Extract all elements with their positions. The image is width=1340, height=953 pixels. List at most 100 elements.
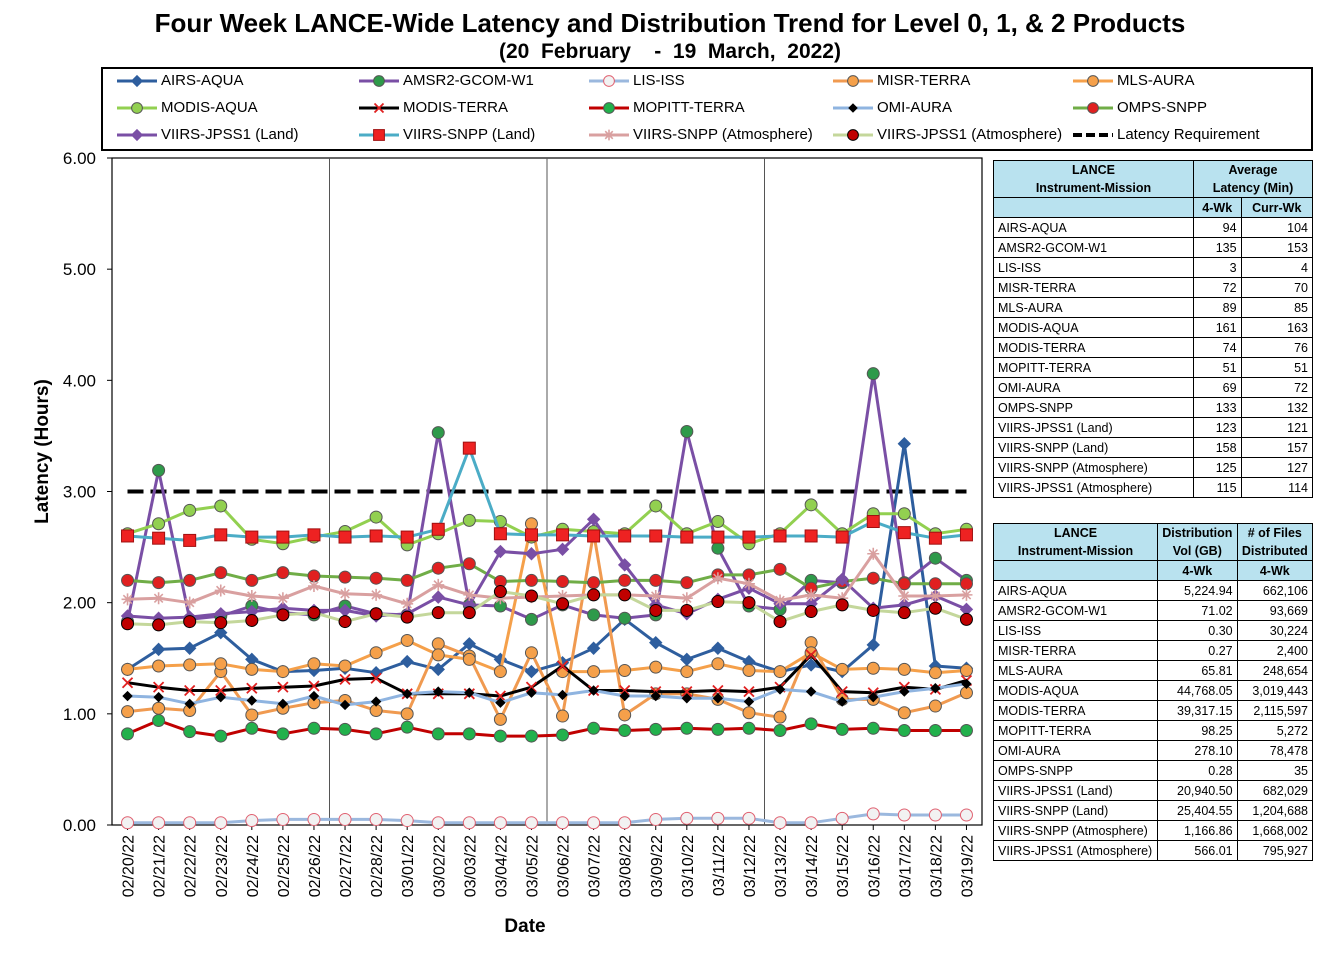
dist-row: OMI-AURA 278.10 78,478 <box>992 740 1314 761</box>
data-point-viirs-jpss1-atmosphere <box>245 613 259 627</box>
header-line: LANCE <box>1071 163 1115 177</box>
data-point-viirs-snpp-land <box>680 530 694 544</box>
data-point-viirs-jpss1-land <box>493 544 508 559</box>
legend-label: LIS-ISS <box>633 72 685 89</box>
dist-vol: 0.28 <box>1157 760 1238 781</box>
legend-label: Latency Requirement <box>1117 126 1260 143</box>
data-point-mopitt-terra <box>214 729 228 743</box>
dist-row: VIIRS-SNPP (Land) 25,404.55 1,204,688 <box>992 800 1314 821</box>
data-point-lis-iss <box>928 808 942 822</box>
dist-files: 3,019,443 <box>1236 680 1314 701</box>
data-point-omi-aura <box>712 693 724 704</box>
series-line-lis-iss <box>127 812 967 825</box>
data-point-modis-terra <box>370 672 382 684</box>
data-point-modis-aqua <box>897 507 911 521</box>
data-point-mopitt-terra <box>462 727 476 741</box>
y-tick-label: 0.00 <box>63 816 96 835</box>
data-point-lis-iss <box>587 816 601 830</box>
x-tick-label: 03/17/22 <box>897 835 914 897</box>
dist-subheader-blank <box>992 560 1159 581</box>
x-axis-label: Date <box>504 916 545 937</box>
data-point-modis-terra <box>121 677 134 689</box>
data-point-mls-aura <box>183 658 197 672</box>
latency-curr-wk: 114 <box>1240 477 1314 498</box>
x-tick-label: 02/28/22 <box>369 835 386 897</box>
latency-curr-wk: 72 <box>1240 377 1314 398</box>
data-point-viirs-snpp-atmosphere <box>432 578 445 591</box>
data-point-viirs-snpp-land <box>338 530 352 544</box>
dist-files: 1,204,688 <box>1236 800 1314 821</box>
data-point-airs-aqua <box>524 664 539 679</box>
data-point-mls-aura <box>524 517 538 531</box>
data-point-modis-terra <box>215 684 227 697</box>
data-point-viirs-snpp-land <box>959 528 973 542</box>
data-point-viirs-snpp-atmosphere <box>867 547 880 560</box>
latency-instrument: MODIS-TERRA <box>993 337 1194 358</box>
data-point-mopitt-terra <box>307 721 321 735</box>
data-point-airs-aqua <box>586 641 601 655</box>
data-point-amsr2-gcom-w1 <box>680 424 694 438</box>
data-point-modis-terra <box>494 690 507 702</box>
data-point-omps-snpp <box>183 573 197 587</box>
legend-swatch <box>1073 102 1113 114</box>
data-point-omi-aura <box>930 683 941 694</box>
series-line-viirs-snpp-land <box>127 446 967 542</box>
data-point-amsr2-gcom-w1 <box>711 541 725 555</box>
data-point-viirs-snpp-atmosphere <box>805 588 818 601</box>
data-point-omi-aura <box>681 693 693 704</box>
latency-chart: 0.00 1.00 2.00 3.00 4.00 5.00 6.00 02/20/22 02/2… <box>32 149 983 937</box>
data-point-viirs-snpp-land <box>587 529 601 543</box>
data-point-omps-snpp <box>462 557 476 571</box>
data-point-amsr2-gcom-w1 <box>587 608 601 622</box>
latency-curr-wk: 121 <box>1240 417 1314 438</box>
data-point-mls-aura <box>338 659 352 673</box>
data-point-airs-aqua <box>182 641 197 655</box>
data-point-omps-snpp <box>338 570 352 584</box>
x-tick-label: 03/15/22 <box>835 835 852 897</box>
data-point-misr-terra <box>928 699 942 713</box>
data-point-lis-iss <box>680 811 694 825</box>
series-line-omps-snpp <box>127 562 967 590</box>
data-point-viirs-jpss1-atmosphere <box>152 618 166 632</box>
dist-files: 78,478 <box>1236 740 1314 761</box>
data-point-mls-aura <box>400 633 414 647</box>
data-point-modis-aqua <box>152 517 166 531</box>
data-point-viirs-snpp-land <box>245 530 259 544</box>
data-point-modis-aqua <box>214 499 228 513</box>
legend-swatch <box>359 129 399 141</box>
data-point-mopitt-terra <box>369 727 383 741</box>
x-tick-label: 02/23/22 <box>214 835 231 897</box>
dist-instrument: MISR-TERRA <box>992 640 1159 661</box>
x-tick-label: 02/24/22 <box>245 835 262 897</box>
header-line: # of Files <box>1247 526 1302 540</box>
latency-curr-wk: 70 <box>1240 277 1314 298</box>
dist-row: VIIRS-JPSS1 (Atmosphere) 566.01 795,927 <box>992 840 1314 861</box>
data-point-viirs-snpp-land <box>152 531 166 545</box>
data-point-viirs-snpp-atmosphere <box>463 588 476 601</box>
latency-four-wk: 69 <box>1192 377 1242 398</box>
data-point-amsr2-gcom-w1 <box>928 551 942 565</box>
data-point-misr-terra <box>618 708 632 722</box>
data-point-viirs-snpp-land <box>462 441 476 455</box>
data-point-mopitt-terra <box>804 717 818 731</box>
data-point-viirs-jpss1-atmosphere <box>431 606 445 620</box>
latency-curr-wk: 4 <box>1240 257 1314 278</box>
dist-row: OMPS-SNPP 0.28 35 <box>992 760 1314 781</box>
legend-label: MLS-AURA <box>1117 72 1195 89</box>
data-point-viirs-jpss1-atmosphere <box>276 608 290 622</box>
series-omi-aura <box>122 678 972 711</box>
data-point-modis-terra <box>712 684 724 697</box>
data-point-mls-aura <box>587 665 601 679</box>
latency-instrument: MODIS-AQUA <box>993 317 1194 338</box>
data-point-modis-terra <box>184 684 196 697</box>
data-point-omi-aura <box>557 689 568 701</box>
dist-files: 2,400 <box>1236 640 1314 661</box>
chart-title: Four Week LANCE-Wide Latency and Distrib… <box>154 8 1186 38</box>
data-point-misr-terra <box>897 706 911 720</box>
x-tick-label: 03/08/22 <box>618 835 635 897</box>
latency-instrument: AMSR2-GCOM-W1 <box>993 237 1194 258</box>
data-point-lis-iss <box>649 812 663 826</box>
data-point-lis-iss <box>338 812 352 826</box>
data-point-viirs-snpp-land <box>835 530 849 544</box>
data-point-modis-terra <box>246 682 258 694</box>
